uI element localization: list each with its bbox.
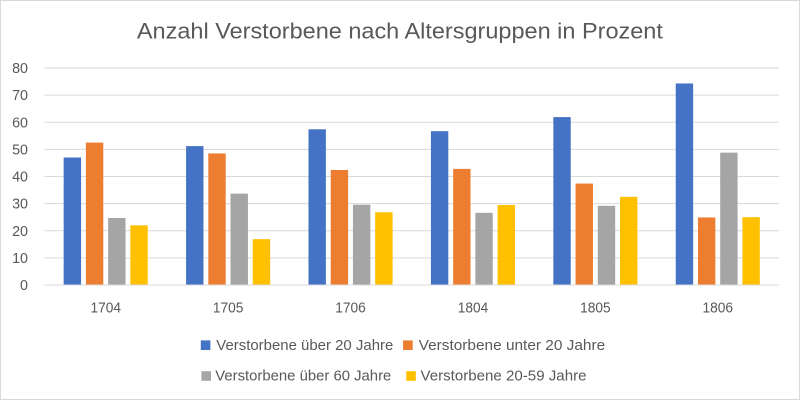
- svg-text:Verstorbene 20-59 Jahre: Verstorbene 20-59 Jahre: [421, 369, 587, 385]
- svg-text:1805: 1805: [580, 301, 611, 317]
- svg-text:Anzahl Verstorbene nach Alters: Anzahl Verstorbene nach Altersgruppen in…: [137, 19, 664, 44]
- svg-text:10: 10: [12, 251, 28, 267]
- svg-text:1704: 1704: [90, 301, 121, 317]
- svg-text:20: 20: [12, 224, 28, 240]
- svg-text:1806: 1806: [703, 301, 734, 317]
- svg-text:0: 0: [20, 278, 28, 294]
- svg-text:50: 50: [12, 142, 28, 158]
- svg-text:40: 40: [12, 170, 28, 186]
- svg-text:1705: 1705: [213, 301, 244, 317]
- svg-text:70: 70: [12, 88, 28, 104]
- svg-text:Verstorbene über 60 Jahre: Verstorbene über 60 Jahre: [215, 369, 391, 385]
- svg-text:30: 30: [12, 197, 28, 213]
- svg-text:1706: 1706: [335, 301, 366, 317]
- svg-text:60: 60: [12, 115, 28, 131]
- svg-text:80: 80: [12, 61, 28, 77]
- svg-text:1804: 1804: [458, 301, 489, 317]
- svg-text:Verstorbene über 20 Jahre: Verstorbene über 20 Jahre: [216, 338, 393, 354]
- svg-text:Verstorbene unter 20 Jahre: Verstorbene unter 20 Jahre: [419, 338, 606, 354]
